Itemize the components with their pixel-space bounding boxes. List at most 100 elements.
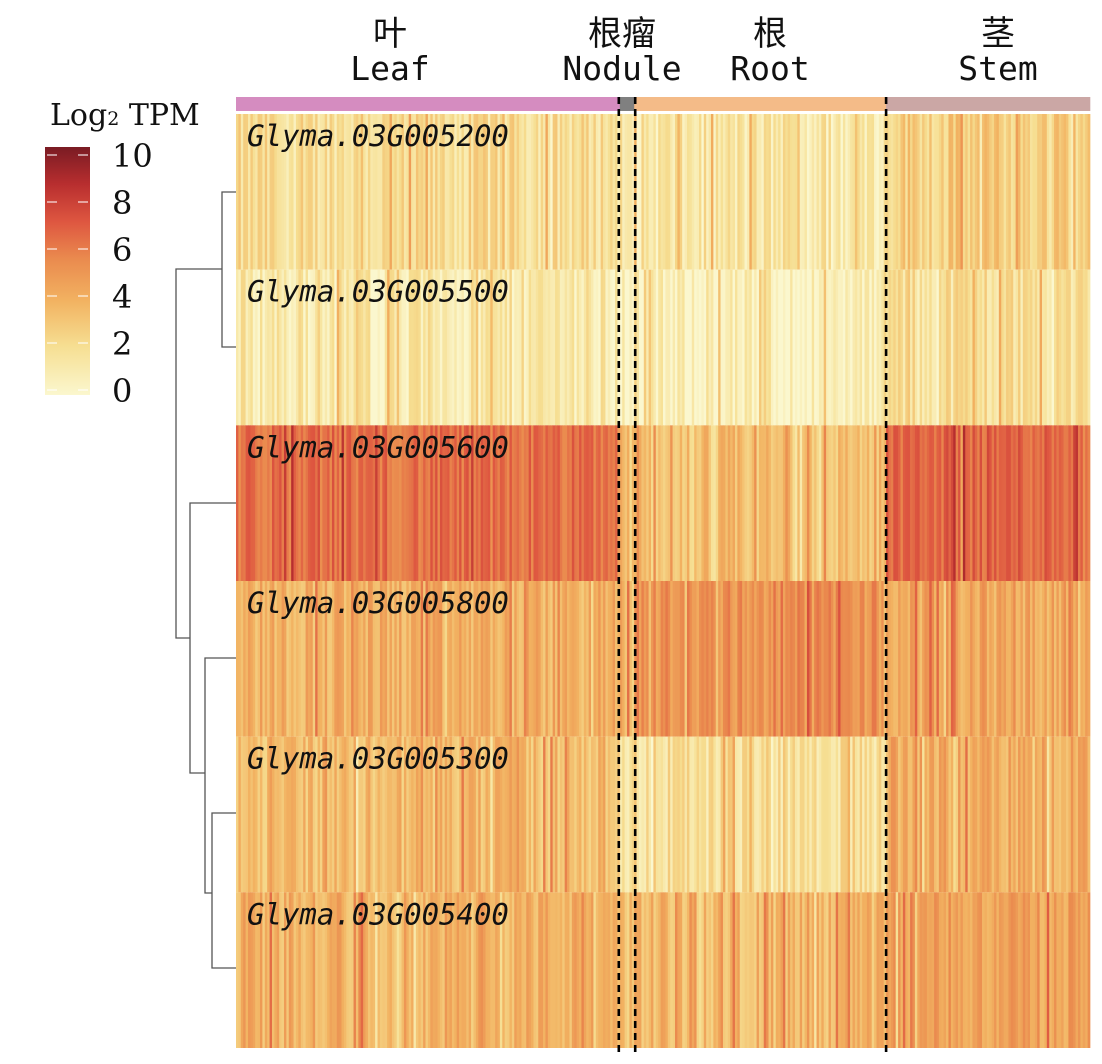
heatmap-cell bbox=[487, 736, 491, 893]
heatmap-cell bbox=[423, 269, 426, 426]
heatmap-cell bbox=[756, 581, 760, 737]
heatmap-cell bbox=[562, 269, 565, 426]
heatmap-cell bbox=[240, 425, 244, 581]
heatmap-cell bbox=[1054, 425, 1057, 581]
heatmap-cell bbox=[701, 736, 705, 893]
heatmap-cell bbox=[732, 736, 736, 893]
heatmap-cell bbox=[1049, 581, 1052, 737]
heatmap-cell bbox=[511, 425, 515, 581]
heatmap-cell bbox=[264, 114, 268, 270]
heatmap-cell bbox=[1073, 892, 1076, 1048]
heatmap-cell bbox=[403, 581, 407, 737]
heatmap-cell bbox=[710, 581, 714, 737]
heatmap-cell bbox=[291, 581, 294, 737]
heatmap-cell bbox=[466, 736, 470, 893]
heatmap-cell bbox=[353, 114, 357, 270]
heatmap-cell bbox=[996, 269, 1000, 426]
heatmap-cell bbox=[375, 269, 378, 426]
heatmap-cell bbox=[696, 736, 700, 893]
heatmap-cell bbox=[586, 736, 589, 893]
heatmap-cell bbox=[895, 269, 899, 426]
heatmap-cell bbox=[451, 581, 455, 737]
heatmap-cell bbox=[567, 892, 570, 1048]
heatmap-cell bbox=[768, 892, 772, 1048]
heatmap-cell bbox=[516, 269, 520, 426]
heatmap-cell bbox=[1001, 269, 1004, 426]
heatmap-cell bbox=[631, 736, 635, 893]
heatmap-cell bbox=[806, 425, 810, 581]
heatmap-cell bbox=[406, 892, 410, 1048]
heatmap-cell bbox=[821, 425, 825, 581]
heatmap-cell bbox=[394, 114, 398, 270]
heatmap-cell bbox=[411, 269, 414, 426]
heatmap-cell bbox=[348, 114, 352, 270]
heatmap-cell bbox=[312, 892, 316, 1048]
heatmap-cell bbox=[315, 581, 318, 737]
dendrogram-branch-d bbox=[211, 812, 236, 969]
heatmap-cell bbox=[962, 425, 966, 581]
heatmap-cell bbox=[437, 425, 441, 581]
heatmap-cell bbox=[643, 892, 647, 1048]
heatmap-cell bbox=[984, 736, 988, 893]
heatmap-cell bbox=[948, 581, 952, 737]
heatmap-cell bbox=[991, 892, 995, 1048]
heatmap-cell bbox=[660, 269, 664, 426]
heatmap-cell bbox=[1039, 892, 1043, 1048]
heatmap-cell bbox=[809, 892, 813, 1048]
heatmap-cell bbox=[511, 581, 515, 737]
legend-tick-label: 8 bbox=[112, 184, 132, 222]
heatmap-cell bbox=[655, 892, 659, 1048]
heatmap-cell bbox=[331, 892, 335, 1048]
heatmap-cell bbox=[749, 581, 753, 737]
heatmap-cell bbox=[660, 581, 664, 737]
heatmap-cell bbox=[823, 736, 827, 893]
heatmap-cell bbox=[343, 892, 347, 1048]
heatmap-cell bbox=[955, 736, 959, 893]
heatmap-cell bbox=[1051, 892, 1055, 1048]
heatmap-cell bbox=[991, 269, 995, 426]
heatmap-cell bbox=[1020, 269, 1024, 426]
heatmap-cell bbox=[835, 425, 839, 581]
heatmap-cell bbox=[1003, 736, 1007, 893]
heatmap-cell bbox=[734, 736, 738, 893]
heatmap-cell bbox=[619, 425, 623, 581]
heatmap-cell bbox=[1044, 114, 1048, 270]
heatmap-cell bbox=[900, 581, 904, 737]
heatmap-cell bbox=[840, 892, 844, 1048]
tissue-zh-root: 根 bbox=[753, 14, 787, 54]
heatmap-cell bbox=[324, 736, 328, 893]
heatmap-cell bbox=[643, 425, 647, 581]
heatmap-cell bbox=[665, 425, 669, 581]
heatmap-cell bbox=[926, 425, 930, 581]
heatmap-cell bbox=[948, 736, 952, 893]
heatmap-cell bbox=[1056, 892, 1060, 1048]
heatmap-cell bbox=[598, 892, 601, 1048]
heatmap-cell bbox=[483, 892, 486, 1048]
heatmap-cell bbox=[890, 892, 894, 1048]
heatmap-cell bbox=[739, 892, 743, 1048]
heatmap-cell bbox=[425, 581, 429, 737]
heatmap-cell bbox=[423, 114, 426, 270]
heatmap-cell bbox=[475, 892, 479, 1048]
heatmap-cell bbox=[1080, 581, 1084, 737]
heatmap-cell bbox=[974, 892, 978, 1048]
heatmap-cell bbox=[948, 892, 952, 1048]
heatmap-cell bbox=[1020, 425, 1024, 581]
heatmap-cell bbox=[806, 892, 810, 1048]
heatmap-cell bbox=[480, 581, 484, 737]
heatmap-cell bbox=[792, 425, 796, 581]
heatmap-cell bbox=[653, 736, 657, 893]
heatmap-cell bbox=[936, 581, 940, 737]
heatmap-cell bbox=[403, 114, 407, 270]
heatmap-cell bbox=[674, 425, 678, 581]
heatmap-cell bbox=[830, 892, 834, 1048]
heatmap-cell bbox=[734, 114, 738, 270]
heatmap-cell bbox=[641, 114, 645, 270]
heatmap-cell bbox=[629, 114, 633, 270]
heatmap-cell bbox=[989, 114, 992, 270]
heatmap-cell bbox=[351, 114, 354, 270]
heatmap-cell bbox=[355, 114, 359, 270]
heatmap-cell bbox=[643, 269, 647, 426]
heatmap-cell bbox=[420, 736, 424, 893]
